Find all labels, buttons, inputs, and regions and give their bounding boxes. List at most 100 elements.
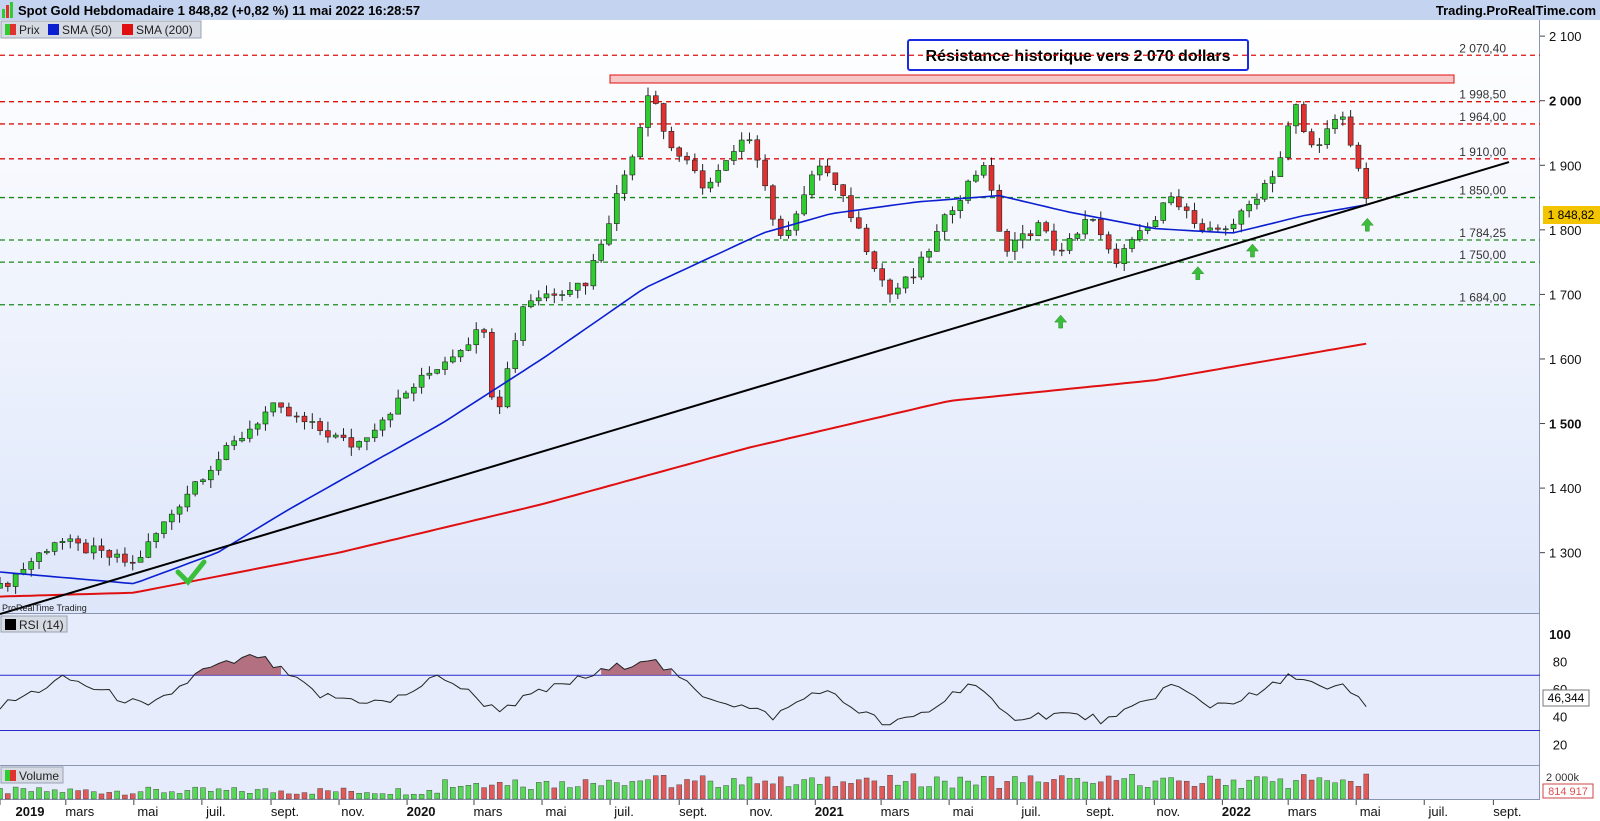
volume-bar bbox=[137, 791, 144, 800]
volume-bar bbox=[325, 790, 331, 800]
volume-bar bbox=[130, 793, 136, 800]
volume-bar bbox=[1340, 779, 1346, 800]
volume-bar bbox=[403, 794, 409, 800]
volume-bar bbox=[1129, 774, 1135, 800]
candle-body bbox=[543, 293, 550, 299]
candle-body bbox=[114, 553, 120, 558]
rsi-panel[interactable] bbox=[0, 614, 1540, 766]
candle-body bbox=[262, 411, 269, 425]
candle-body bbox=[176, 506, 183, 515]
candle-body bbox=[1285, 125, 1291, 158]
level-label: 1 910,00 bbox=[1459, 145, 1506, 159]
candle-body bbox=[254, 423, 261, 430]
candle-body bbox=[965, 180, 971, 201]
candle-body bbox=[1316, 144, 1323, 146]
candle-body bbox=[809, 174, 815, 196]
candle-body bbox=[957, 200, 964, 211]
volume-bar bbox=[254, 789, 261, 800]
x-tick-label: mai bbox=[137, 804, 158, 819]
rsi-tick-label: 80 bbox=[1553, 654, 1567, 669]
candle-body bbox=[1254, 198, 1260, 205]
volume-bar bbox=[1004, 781, 1010, 800]
volume-bar bbox=[512, 779, 518, 800]
volume-bar bbox=[176, 793, 183, 800]
volume-bar bbox=[824, 776, 831, 800]
price-axis[interactable] bbox=[1540, 20, 1600, 800]
volume-bar bbox=[715, 787, 721, 800]
candle-body bbox=[1074, 233, 1081, 239]
candle-body bbox=[1168, 196, 1174, 204]
level-label: 1 964,00 bbox=[1459, 110, 1506, 124]
candle-body bbox=[90, 545, 97, 554]
legend-prix-label: Prix bbox=[19, 23, 40, 37]
candle-body bbox=[1098, 219, 1104, 236]
x-tick-label: mars bbox=[1288, 804, 1317, 819]
volume-bar bbox=[1012, 776, 1018, 800]
volume-bar bbox=[20, 788, 27, 800]
candle-body bbox=[684, 155, 690, 161]
volume-bar bbox=[372, 793, 378, 800]
candle-body bbox=[528, 300, 534, 308]
volume-bar bbox=[426, 790, 433, 800]
volume-bar bbox=[293, 793, 300, 800]
volume-bar bbox=[629, 781, 636, 800]
volume-bar bbox=[1308, 779, 1315, 800]
app-logo-icon bbox=[2, 2, 13, 18]
x-tick-label: mars bbox=[474, 804, 503, 819]
volume-bar bbox=[1098, 781, 1104, 800]
volume-bar bbox=[67, 788, 73, 800]
candle-body bbox=[51, 542, 58, 552]
x-tick-label: sept. bbox=[679, 804, 707, 819]
volume-bar bbox=[411, 794, 417, 800]
candle-body bbox=[489, 332, 495, 398]
volume-bar bbox=[551, 787, 558, 800]
volume-bar bbox=[301, 792, 308, 800]
volume-bar bbox=[51, 789, 58, 800]
x-tick-label: nov. bbox=[749, 804, 773, 819]
volume-bar bbox=[504, 785, 511, 800]
candle-body bbox=[129, 561, 136, 564]
candle-body bbox=[278, 402, 284, 408]
header-bar bbox=[0, 0, 1600, 20]
volume-bar bbox=[520, 786, 526, 800]
volume-bar bbox=[481, 787, 487, 800]
candle-body bbox=[1293, 104, 1299, 127]
candle-body bbox=[36, 552, 42, 562]
candle-body bbox=[395, 397, 401, 415]
candle-body bbox=[676, 147, 683, 157]
candle-body bbox=[996, 189, 1003, 232]
candle-body bbox=[122, 553, 128, 563]
volume-bar bbox=[621, 785, 628, 800]
volume-bar bbox=[863, 777, 870, 800]
candle-body bbox=[1152, 220, 1159, 228]
volume-bar bbox=[559, 781, 565, 800]
candle-body bbox=[1129, 239, 1135, 249]
prix-swatch bbox=[5, 24, 16, 35]
volume-bar bbox=[1316, 777, 1323, 800]
price-panel[interactable] bbox=[0, 20, 1540, 614]
candle-body bbox=[824, 165, 831, 174]
volume-bar bbox=[247, 793, 253, 800]
level-label: 2 070,40 bbox=[1459, 41, 1506, 55]
volume-bar bbox=[395, 788, 401, 800]
volume-bar bbox=[317, 788, 323, 800]
candle-body bbox=[793, 213, 800, 231]
candle-body bbox=[855, 217, 862, 229]
volume-value-badge: 814 917 bbox=[1542, 783, 1594, 799]
volume-bar bbox=[910, 773, 917, 800]
candle-body bbox=[364, 437, 370, 442]
candle-body bbox=[652, 95, 659, 104]
volume-bar bbox=[59, 792, 66, 800]
rsi-tick-label: 40 bbox=[1553, 710, 1567, 725]
candle-body bbox=[918, 256, 925, 278]
volume-bar bbox=[1246, 779, 1252, 800]
candle-body bbox=[1363, 168, 1370, 199]
volume-bar bbox=[145, 786, 152, 800]
candle-body bbox=[83, 542, 89, 554]
y-tick-label: 1 600 bbox=[1549, 352, 1582, 367]
candle-body bbox=[1207, 227, 1213, 231]
volume-bar bbox=[1230, 779, 1237, 800]
time-axis[interactable] bbox=[0, 800, 1540, 821]
volume-bar bbox=[278, 790, 284, 800]
volume-bar bbox=[535, 782, 542, 800]
